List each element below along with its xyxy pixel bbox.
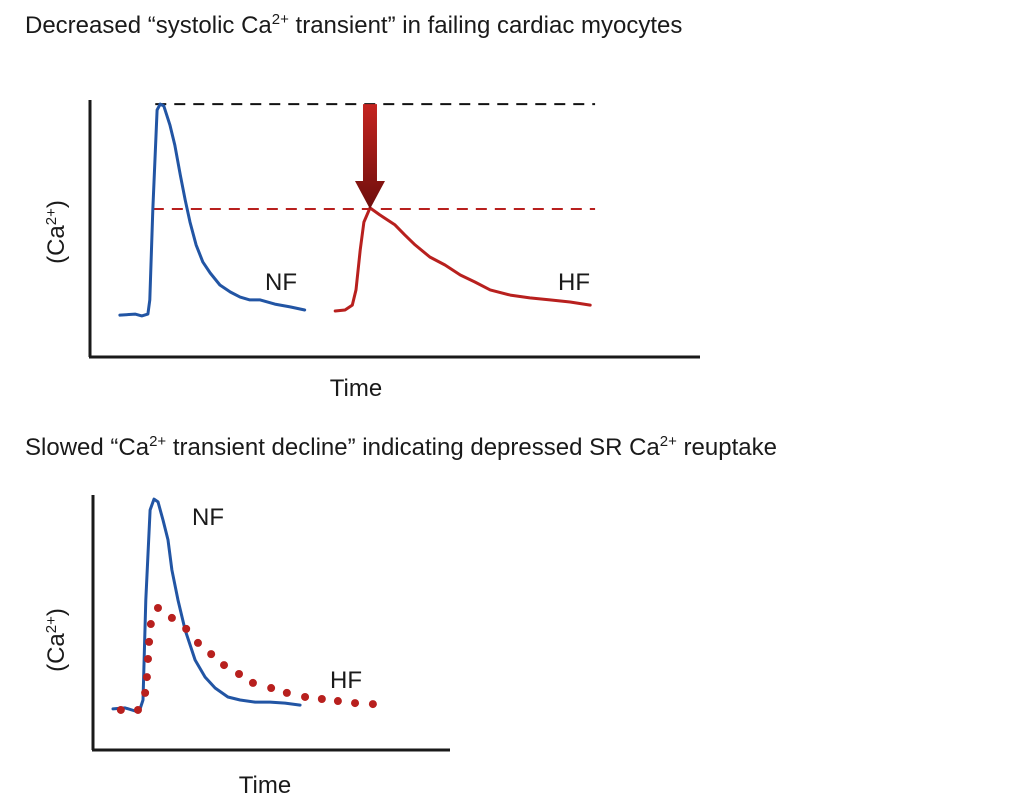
series-hf-point [116, 705, 125, 714]
series-hf-point [282, 688, 291, 697]
series-nf-line [118, 102, 307, 318]
series-hf-point [267, 684, 276, 693]
series-hf-point [141, 688, 150, 697]
title-text: transient decline” indicating depressed … [166, 434, 660, 461]
title-superscript: 2+ [659, 433, 677, 450]
chart-panel-2: (Ca2+) Time NF HF [43, 495, 450, 799]
series-hf-line [333, 206, 592, 313]
series-hf-point [182, 624, 191, 633]
series-hf-point [301, 692, 310, 701]
decrease-arrow-icon [354, 104, 385, 209]
series-hf-point [235, 670, 244, 679]
chart-panel-1: (Ca2+) Time NF HF [43, 100, 700, 402]
series-hf-point [333, 697, 342, 706]
x-axis-label: Time [239, 772, 291, 799]
series-hf-point [133, 705, 142, 714]
panel-1-title: Decreased “systolic Ca2+ transient” in f… [25, 11, 683, 40]
series-hf-point [143, 654, 152, 663]
series-label-hf: HF [558, 269, 590, 296]
y-axis-label: (Ca2+) [43, 200, 70, 264]
series-label-hf: HF [330, 667, 362, 694]
series-hf-point [220, 661, 229, 670]
series-hf-point [207, 650, 216, 659]
series-label-nf: NF [265, 269, 297, 296]
title-text: transient” in failing cardiac myocytes [288, 12, 683, 39]
series-hf-point [351, 699, 360, 708]
series-nf-line [111, 497, 302, 713]
series-hf-point [142, 673, 151, 682]
series-hf-point [145, 637, 154, 646]
series-hf-point [317, 695, 326, 703]
title-superscript: 2+ [271, 11, 289, 28]
panel-2-title: Slowed “Ca2+ transient decline” indicati… [25, 433, 777, 462]
series-hf-point [153, 603, 162, 612]
series-hf-point [193, 638, 202, 647]
title-text: Slowed “Ca [25, 434, 150, 461]
series-hf-point [248, 678, 257, 687]
series-hf-point [146, 620, 155, 629]
x-axis-label: Time [330, 375, 382, 402]
title-superscript: 2+ [149, 433, 167, 450]
title-text: reuptake [676, 434, 777, 461]
series-label-nf: NF [192, 504, 224, 531]
title-text: Decreased “systolic Ca [25, 12, 272, 39]
series-hf-point [368, 700, 377, 709]
series-hf-point [167, 613, 176, 622]
y-axis-label: (Ca2+) [43, 608, 70, 672]
